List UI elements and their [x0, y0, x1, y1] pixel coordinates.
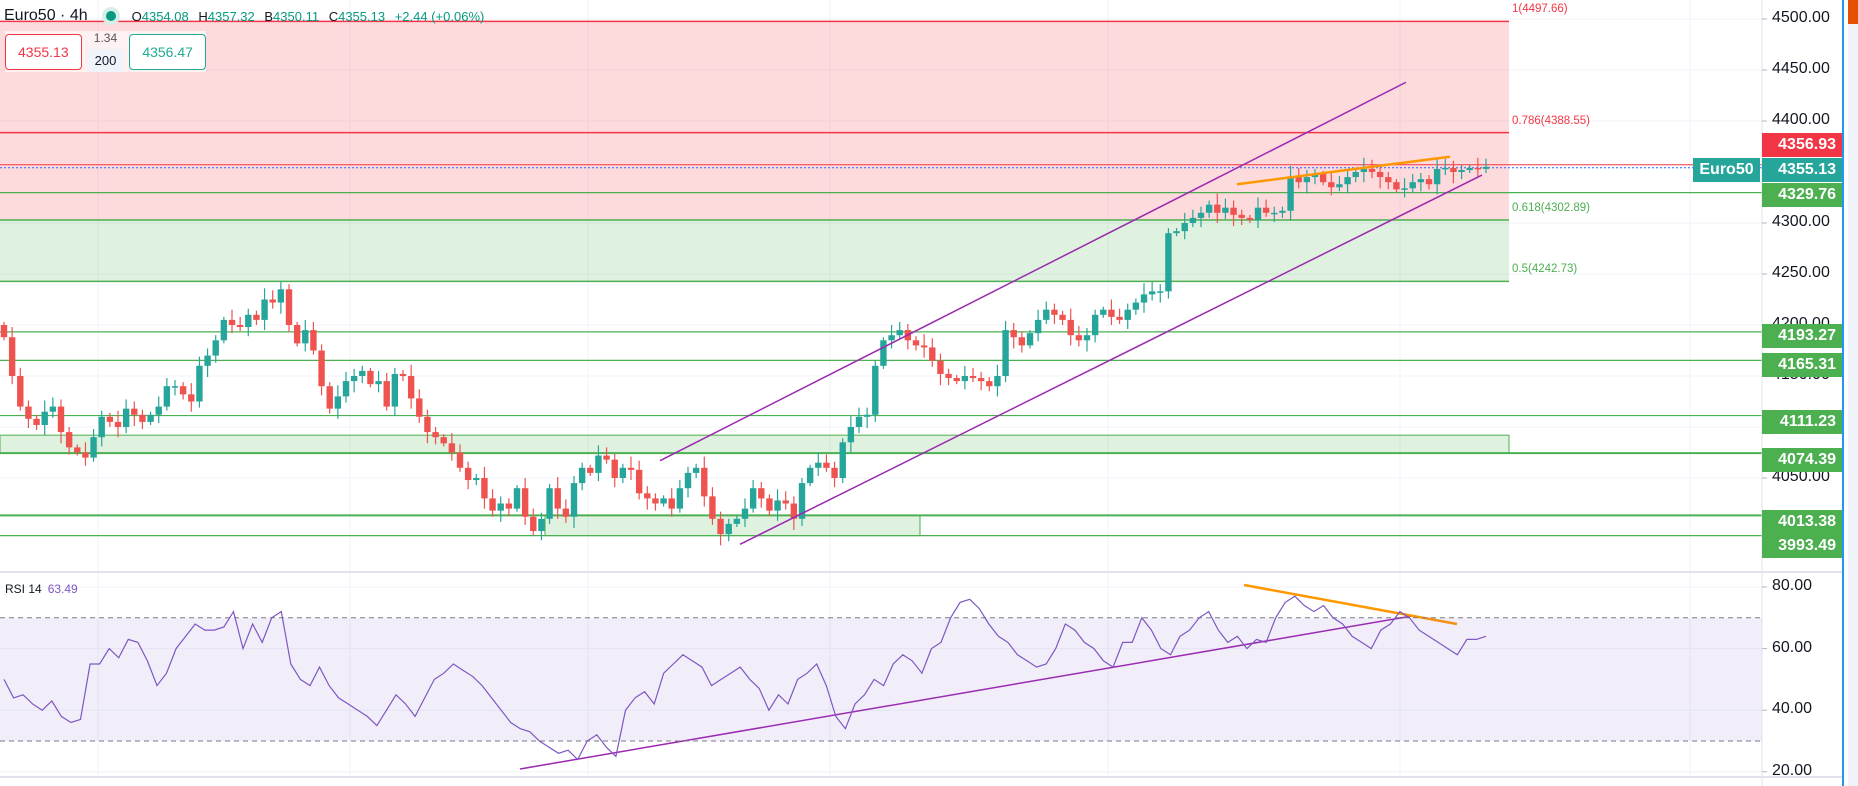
active-chart-border — [1842, 0, 1844, 786]
open-value: 4354.08 — [141, 8, 189, 24]
rsi-axis-label: 80.00 — [1772, 577, 1813, 594]
low-value: 4350.11 — [273, 8, 320, 24]
price-tag: 4074.39 — [1762, 448, 1842, 472]
ohlc-values: O4354.08 H4357.32 B4350.11 C4355.13 +2.4… — [132, 9, 491, 24]
close-value: 4355.13 — [338, 8, 386, 24]
rsi-value: 63.49 — [47, 582, 78, 596]
rsi-legend[interactable]: RSI 14 63.49 — [5, 582, 78, 596]
low-label: B — [264, 8, 274, 24]
spread-quantity: 1.34 200 — [87, 31, 124, 72]
fib-zones — [0, 20, 1510, 537]
rsi-axis-label: 40.00 — [1772, 700, 1813, 718]
chart-legend[interactable]: Euro50 · 4h O4354.08 H4357.32 B4350.11 C… — [4, 5, 490, 27]
fib-level-label: 0.5(4242.73) — [1512, 263, 1578, 276]
sell-button[interactable]: 4355.13 — [5, 33, 82, 70]
change-value: +2.44 (+0.06%) — [394, 8, 485, 24]
price-tag: 4111.23 — [1762, 410, 1842, 434]
fib-level-label: 1(4497.66) — [1512, 3, 1568, 16]
close-label: C — [328, 8, 339, 24]
symbol-price-tag: Euro50 — [1693, 158, 1760, 182]
symbol-title[interactable]: Euro50 · 4h — [4, 7, 88, 24]
buy-button[interactable]: 4356.47 — [129, 33, 206, 70]
fib-level-label: 0.618(4302.89) — [1512, 202, 1591, 215]
open-label: O — [131, 8, 142, 24]
axis-ticks — [1762, 18, 1767, 773]
price-tag: 4013.38 — [1762, 510, 1842, 534]
market-open-icon — [105, 11, 116, 21]
price-tag: 4356.93 — [1762, 133, 1842, 157]
price-axis-label: 4050.00 — [1772, 468, 1830, 485]
quantity-input[interactable]: 200 — [87, 49, 124, 72]
price-axis-label: 4450.00 — [1772, 60, 1830, 77]
price-tag: 4355.13 — [1762, 158, 1842, 182]
rsi-axis-label: 20.00 — [1772, 761, 1813, 779]
candlesticks — [0, 157, 1490, 546]
price-axis-label: 4500.00 — [1772, 9, 1830, 26]
price-tag: 4193.27 — [1762, 324, 1842, 348]
price-axis-label: 4300.00 — [1772, 213, 1830, 230]
grid-lines — [0, 0, 1762, 777]
rsi-axis-label: 60.00 — [1772, 638, 1813, 656]
price-axis-label: 4400.00 — [1772, 111, 1830, 128]
rsi-title: RSI 14 — [5, 582, 42, 596]
price-axis-label: 4250.00 — [1772, 264, 1830, 281]
price-tag: 4329.76 — [1762, 183, 1842, 207]
quick-trade-panel: 4355.13 1.34 200 4356.47 — [5, 31, 206, 72]
high-value: 4357.32 — [207, 8, 255, 24]
horizontal-levels — [0, 164, 1762, 537]
toolbar-accent — [1848, 0, 1858, 24]
spread-value: 1.34 — [93, 31, 118, 45]
price-tag: 4165.31 — [1762, 353, 1842, 377]
price-tag: 3993.49 — [1762, 534, 1842, 558]
high-label: H — [198, 8, 208, 24]
right-toolbar[interactable] — [1848, 0, 1858, 786]
rsi-panel — [0, 595, 1762, 761]
fib-level-label: 0.786(4388.55) — [1512, 114, 1591, 127]
